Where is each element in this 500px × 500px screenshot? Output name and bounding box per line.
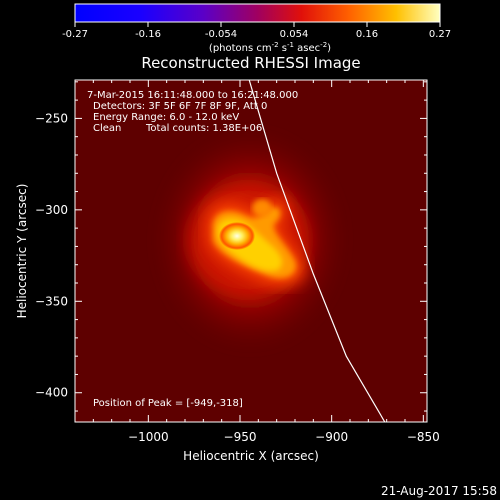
colorbar-tick-label: 0.16 [356,29,378,40]
colorbar: -0.27 -0.16 -0.054 0.054 0.16 0.27 (photons c… [62,3,451,54]
footer-date: 21-Aug-2017 15:58 [381,484,497,498]
colorbar-ticks: -0.27 -0.16 -0.054 0.054 0.16 0.27 [62,22,451,40]
y-axis-label: Heliocentric Y (arcsec) [15,184,29,319]
colorbar-tick-label: 0.27 [429,29,451,40]
colorbar-units: (photons cm-2 s-1 asec-2) [209,41,331,54]
time-range-text: 7-Mar-2015 16:11:48.000 to 16:21:48.000 [87,90,298,101]
y-tick-label: −350 [35,294,68,308]
detectors-text: Detectors: 3F 5F 6F 7F 8F 9F, Att 0 [93,101,267,112]
colorbar-tick-label: -0.27 [62,29,88,40]
annotations: 7-Mar-2015 16:11:48.000 to 16:21:48.000 … [87,90,298,409]
colorbar-tick-label: -0.16 [135,29,161,40]
image-plot [75,80,427,422]
peak-position-text: Position of Peak = [-949,-318] [93,398,243,409]
x-axis: −1000 −950 −900 −850 [74,80,440,444]
source-lobe [252,199,272,217]
y-axis: −250 −300 −350 −400 [35,81,427,412]
x-axis-label: Heliocentric X (arcsec) [183,449,319,463]
colorbar-tick-label: 0.054 [280,29,309,40]
source-core [219,222,255,250]
solar-limb-line [248,80,386,422]
colorbar-tick-label: -0.054 [205,29,237,40]
x-tick-label: −850 [407,430,440,444]
plot-frame [74,79,428,423]
y-tick-label: −400 [35,386,68,400]
x-tick-label: −900 [315,430,348,444]
energy-range-text: Energy Range: 6.0 - 12.0 keV [93,112,239,123]
colorbar-gradient [74,3,441,23]
chart-title: Reconstructed RHESSI Image [141,54,360,72]
y-tick-label: −300 [35,203,68,217]
method-text: Clean [93,123,121,134]
y-tick-label: −250 [35,111,68,125]
total-counts-text: Total counts: 1.38E+06 [145,123,262,134]
x-tick-label: −1000 [128,430,169,444]
x-tick-label: −950 [224,430,257,444]
